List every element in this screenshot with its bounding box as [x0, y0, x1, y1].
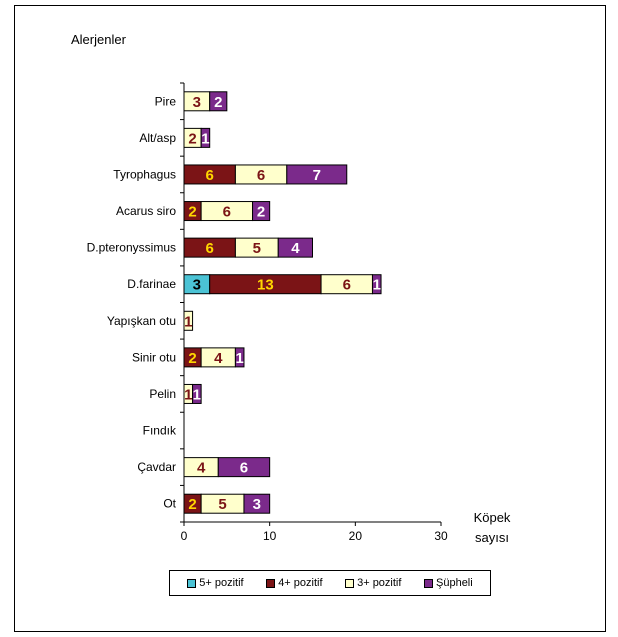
bar-value-label: 2: [188, 204, 196, 221]
chart-frame: [14, 5, 606, 632]
legend-label-5plus: 5+ pozitif: [199, 577, 244, 589]
x-tick-label: 10: [263, 529, 277, 543]
category-label: D.pteronyssimus: [87, 241, 176, 255]
legend-swatch-5plus: [187, 578, 197, 588]
category-label: Yapışkan otu: [107, 314, 176, 328]
bar-value-label: 6: [206, 240, 214, 257]
bar-value-label: 1: [184, 313, 192, 330]
x-axis-unit-line2: sayısı: [475, 530, 509, 545]
bar-segment: [200, 127, 211, 148]
x-tick-label: 20: [349, 529, 363, 543]
bar-segment: [192, 383, 202, 404]
bar-value-label: 2: [257, 204, 265, 221]
legend-swatch-4plus: [266, 578, 276, 588]
legend-item-5plus: 5+ pozitif: [187, 577, 244, 589]
bar-value-label: 4: [291, 240, 300, 257]
category-label: Acarus siro: [116, 204, 176, 218]
bar-value-label: 5: [253, 240, 261, 257]
bar-value-label: 1: [201, 130, 209, 147]
legend-swatch-supheli: [424, 578, 433, 588]
bar-value-label: 6: [240, 460, 248, 477]
category-label: Pire: [155, 94, 177, 108]
x-tick-label: 30: [434, 529, 448, 543]
bar-value-label: 6: [206, 167, 214, 184]
bar-value-label: 1: [193, 386, 201, 403]
legend-label-3plus: 3+ pozitif: [357, 577, 402, 589]
bar-segment: [217, 457, 271, 478]
x-axis-unit-line1: Köpek: [473, 510, 511, 525]
bar-segment: [209, 91, 228, 112]
bar-value-label: 3: [193, 94, 201, 111]
bar-segment: [234, 347, 245, 368]
legend-item-supheli: Şüpheli: [424, 577, 473, 589]
legend-label-supheli: Şüpheli: [436, 577, 473, 589]
bar-value-label: 1: [236, 350, 244, 367]
bar-value-label: 3: [253, 496, 261, 513]
legend-item-4plus: 4+ pozitif: [266, 577, 323, 589]
bar-value-label: 2: [188, 350, 196, 367]
legend-label-4plus: 4+ pozitif: [278, 577, 323, 589]
category-label: Fındık: [143, 424, 177, 438]
bar-value-label: 2: [188, 130, 196, 147]
bar-value-label: 6: [257, 167, 265, 184]
bar-value-label: 6: [343, 277, 351, 294]
category-label: Pelin: [149, 387, 176, 401]
bar-value-label: 2: [214, 94, 222, 111]
bar-segment: [252, 201, 271, 222]
legend-item-3plus: 3+ pozitif: [345, 577, 401, 589]
category-label: Ot: [163, 497, 176, 511]
chart-title: Alerjenler: [71, 32, 126, 47]
bar-value-label: 4: [214, 350, 223, 367]
bar-segment: [243, 493, 271, 514]
bar-value-label: 4: [197, 460, 206, 477]
bar-value-label: 13: [257, 277, 274, 294]
bar-value-label: 7: [313, 167, 321, 184]
category-label: D.farinae: [127, 277, 176, 291]
legend-swatch-3plus: [345, 578, 355, 588]
category-label: Çavdar: [137, 460, 176, 474]
category-label: Alt/asp: [139, 131, 176, 145]
x-tick-label: 0: [181, 529, 188, 543]
bar-value-label: 6: [223, 204, 231, 221]
bar-segment: [286, 164, 348, 185]
category-label: Tyrophagus: [113, 167, 176, 181]
bar-segment: [183, 310, 194, 331]
bar-value-label: 3: [193, 277, 201, 294]
bar-value-label: 2: [188, 496, 196, 513]
chart-legend: 5+ pozitif 4+ pozitif 3+ pozitif Şüpheli: [169, 570, 491, 596]
bar-value-label: 1: [373, 277, 381, 294]
bar-value-label: 5: [218, 496, 226, 513]
bar-segment: [277, 237, 314, 258]
bar-value-label: 1: [184, 386, 192, 403]
bar-segment: [371, 274, 382, 295]
category-label: Sinir otu: [132, 350, 176, 364]
